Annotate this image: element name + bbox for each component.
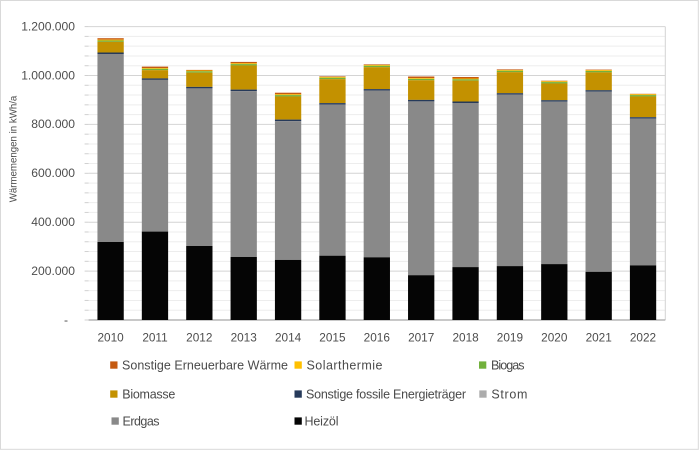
svg-text:400.000: 400.000: [31, 215, 75, 229]
svg-text:-: -: [64, 313, 68, 327]
svg-text:2015: 2015: [319, 331, 346, 345]
svg-text:2021: 2021: [586, 331, 612, 345]
svg-text:2016: 2016: [364, 331, 391, 345]
svg-text:Biomasse: Biomasse: [122, 387, 175, 401]
svg-text:2017: 2017: [408, 331, 434, 345]
svg-text:Biogas: Biogas: [491, 358, 525, 372]
svg-text:Heizöl: Heizöl: [305, 414, 339, 428]
svg-text:2010: 2010: [97, 331, 124, 345]
svg-text:2018: 2018: [452, 331, 479, 345]
svg-text:600.000: 600.000: [31, 166, 75, 180]
svg-text:2014: 2014: [275, 331, 302, 345]
svg-text:Wärmemengen in kWh/a: Wärmemengen in kWh/a: [9, 95, 20, 202]
svg-text:1.000.000: 1.000.000: [21, 68, 75, 82]
svg-text:Strom: Strom: [491, 387, 527, 401]
svg-text:Sonstige fossile Energieträger: Sonstige fossile Energieträger: [306, 387, 466, 401]
svg-text:Solarthermie: Solarthermie: [307, 358, 383, 372]
svg-text:2011: 2011: [142, 331, 167, 345]
svg-text:2013: 2013: [231, 331, 258, 345]
svg-text:2012: 2012: [186, 331, 212, 345]
svg-text:2019: 2019: [497, 331, 523, 345]
svg-text:Erdgas: Erdgas: [123, 414, 160, 428]
svg-text:Sonstige Erneuerbare Wärme: Sonstige Erneuerbare Wärme: [122, 358, 288, 372]
svg-text:1.200.000: 1.200.000: [21, 19, 75, 33]
svg-text:2020: 2020: [541, 331, 568, 345]
svg-text:800.000: 800.000: [31, 117, 75, 131]
svg-text:2022: 2022: [630, 331, 656, 345]
svg-text:200.000: 200.000: [31, 264, 75, 278]
